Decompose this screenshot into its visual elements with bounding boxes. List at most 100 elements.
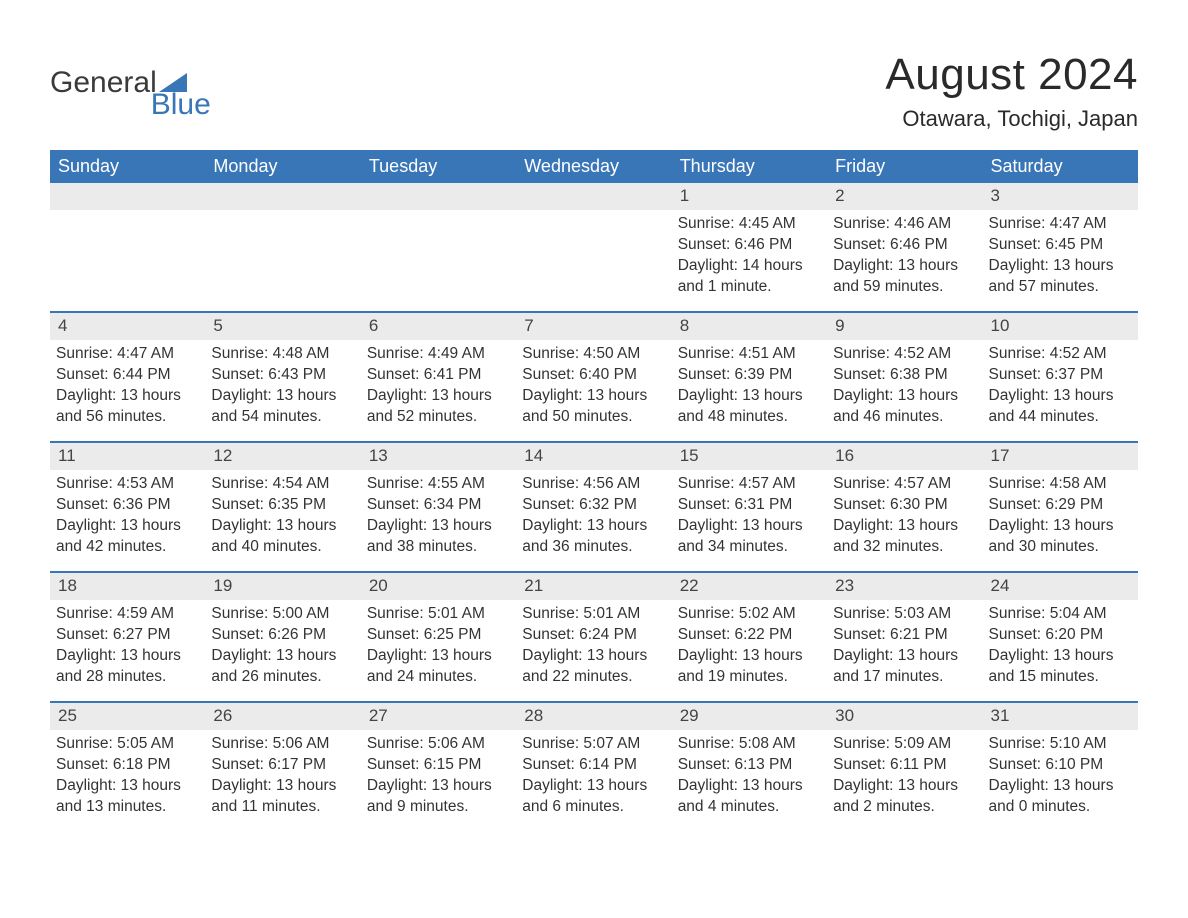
location-text: Otawara, Tochigi, Japan [885,106,1138,132]
daylight-text: Daylight: 13 hours and 30 minutes. [989,516,1132,558]
daylight-text: Daylight: 13 hours and 40 minutes. [211,516,354,558]
day-cell [361,183,516,311]
week-row: 1Sunrise: 4:45 AMSunset: 6:46 PMDaylight… [50,183,1138,311]
week-row: 4Sunrise: 4:47 AMSunset: 6:44 PMDaylight… [50,311,1138,441]
day-cell: 30Sunrise: 5:09 AMSunset: 6:11 PMDayligh… [827,703,982,831]
day-cell: 22Sunrise: 5:02 AMSunset: 6:22 PMDayligh… [672,573,827,701]
sunset-text: Sunset: 6:25 PM [367,625,510,646]
sunset-text: Sunset: 6:46 PM [678,235,821,256]
daylight-text: Daylight: 13 hours and 2 minutes. [833,776,976,818]
day-number: 16 [827,443,982,470]
sunset-text: Sunset: 6:30 PM [833,495,976,516]
day-number: 10 [983,313,1138,340]
daylight-text: Daylight: 13 hours and 0 minutes. [989,776,1132,818]
sunset-text: Sunset: 6:26 PM [211,625,354,646]
daylight-text: Daylight: 13 hours and 34 minutes. [678,516,821,558]
day-cell: 26Sunrise: 5:06 AMSunset: 6:17 PMDayligh… [205,703,360,831]
week-row: 18Sunrise: 4:59 AMSunset: 6:27 PMDayligh… [50,571,1138,701]
sunrise-text: Sunrise: 4:50 AM [522,344,665,365]
sunrise-text: Sunrise: 4:51 AM [678,344,821,365]
day-number [361,183,516,210]
sunrise-text: Sunrise: 4:52 AM [833,344,976,365]
day-number [516,183,671,210]
day-header-fri: Friday [827,150,982,183]
sunset-text: Sunset: 6:39 PM [678,365,821,386]
sunset-text: Sunset: 6:41 PM [367,365,510,386]
sunset-text: Sunset: 6:34 PM [367,495,510,516]
sunrise-text: Sunrise: 4:47 AM [56,344,199,365]
sunset-text: Sunset: 6:35 PM [211,495,354,516]
brand-text-2: Blue [151,90,211,120]
sunrise-text: Sunrise: 5:00 AM [211,604,354,625]
day-cell: 14Sunrise: 4:56 AMSunset: 6:32 PMDayligh… [516,443,671,571]
day-number: 30 [827,703,982,730]
sunrise-text: Sunrise: 4:48 AM [211,344,354,365]
sunset-text: Sunset: 6:37 PM [989,365,1132,386]
day-header-mon: Monday [205,150,360,183]
sunset-text: Sunset: 6:32 PM [522,495,665,516]
daylight-text: Daylight: 13 hours and 56 minutes. [56,386,199,428]
daylight-text: Daylight: 13 hours and 13 minutes. [56,776,199,818]
day-cell: 31Sunrise: 5:10 AMSunset: 6:10 PMDayligh… [983,703,1138,831]
daylight-text: Daylight: 13 hours and 59 minutes. [833,256,976,298]
daylight-text: Daylight: 13 hours and 52 minutes. [367,386,510,428]
daylight-text: Daylight: 13 hours and 17 minutes. [833,646,976,688]
daylight-text: Daylight: 13 hours and 6 minutes. [522,776,665,818]
sunrise-text: Sunrise: 5:04 AM [989,604,1132,625]
day-header-sun: Sunday [50,150,205,183]
brand-text-1: General [50,68,157,98]
sunrise-text: Sunrise: 5:08 AM [678,734,821,755]
day-number: 27 [361,703,516,730]
day-header-thu: Thursday [672,150,827,183]
day-number: 19 [205,573,360,600]
day-cell: 29Sunrise: 5:08 AMSunset: 6:13 PMDayligh… [672,703,827,831]
sunrise-text: Sunrise: 5:02 AM [678,604,821,625]
sunrise-text: Sunrise: 4:55 AM [367,474,510,495]
daylight-text: Daylight: 13 hours and 24 minutes. [367,646,510,688]
day-cell: 28Sunrise: 5:07 AMSunset: 6:14 PMDayligh… [516,703,671,831]
day-number: 13 [361,443,516,470]
sunset-text: Sunset: 6:45 PM [989,235,1132,256]
day-cell: 25 Sunrise: 5:05 AMSunset: 6:18 PMDayligh… [50,703,205,831]
day-cell: 6Sunrise: 4:49 AMSunset: 6:41 PMDaylight… [361,313,516,441]
sunrise-text: Sunrise: 5:10 AM [989,734,1132,755]
day-number: 5 [205,313,360,340]
day-cell: 4Sunrise: 4:47 AMSunset: 6:44 PMDaylight… [50,313,205,441]
daylight-text: Daylight: 13 hours and 38 minutes. [367,516,510,558]
daylight-text: Daylight: 13 hours and 9 minutes. [367,776,510,818]
sunset-text: Sunset: 6:20 PM [989,625,1132,646]
day-number: 28 [516,703,671,730]
day-number: 26 [205,703,360,730]
day-header-tue: Tuesday [361,150,516,183]
sunrise-text: Sunrise: 4:57 AM [678,474,821,495]
daylight-text: Daylight: 13 hours and 50 minutes. [522,386,665,428]
sunrise-text: Sunrise: 5:05 AM [56,734,199,755]
sunrise-text: Sunrise: 4:58 AM [989,474,1132,495]
day-cell: 17Sunrise: 4:58 AMSunset: 6:29 PMDayligh… [983,443,1138,571]
day-number [50,183,205,210]
sunset-text: Sunset: 6:40 PM [522,365,665,386]
day-number: 2 [827,183,982,210]
sunrise-text: Sunrise: 4:56 AM [522,474,665,495]
day-number: 24 [983,573,1138,600]
daylight-text: Daylight: 13 hours and 4 minutes. [678,776,821,818]
day-number: 3 [983,183,1138,210]
daylight-text: Daylight: 13 hours and 26 minutes. [211,646,354,688]
day-cell [516,183,671,311]
day-number: 23 [827,573,982,600]
day-cell: 12Sunrise: 4:54 AMSunset: 6:35 PMDayligh… [205,443,360,571]
sunrise-text: Sunrise: 4:57 AM [833,474,976,495]
sunrise-text: Sunrise: 4:52 AM [989,344,1132,365]
month-title: August 2024 [885,50,1138,100]
day-cell: 16Sunrise: 4:57 AMSunset: 6:30 PMDayligh… [827,443,982,571]
sunset-text: Sunset: 6:18 PM [56,755,199,776]
day-number: 25 [50,703,205,730]
header: General Blue August 2024 Otawara, Tochig… [50,50,1138,142]
daylight-text: Daylight: 13 hours and 28 minutes. [56,646,199,688]
sunset-text: Sunset: 6:21 PM [833,625,976,646]
sunrise-text: Sunrise: 5:01 AM [522,604,665,625]
day-cell: 7Sunrise: 4:50 AMSunset: 6:40 PMDaylight… [516,313,671,441]
day-cell: 10Sunrise: 4:52 AMSunset: 6:37 PMDayligh… [983,313,1138,441]
day-cell: 3Sunrise: 4:47 AMSunset: 6:45 PMDaylight… [983,183,1138,311]
day-header-wed: Wednesday [516,150,671,183]
